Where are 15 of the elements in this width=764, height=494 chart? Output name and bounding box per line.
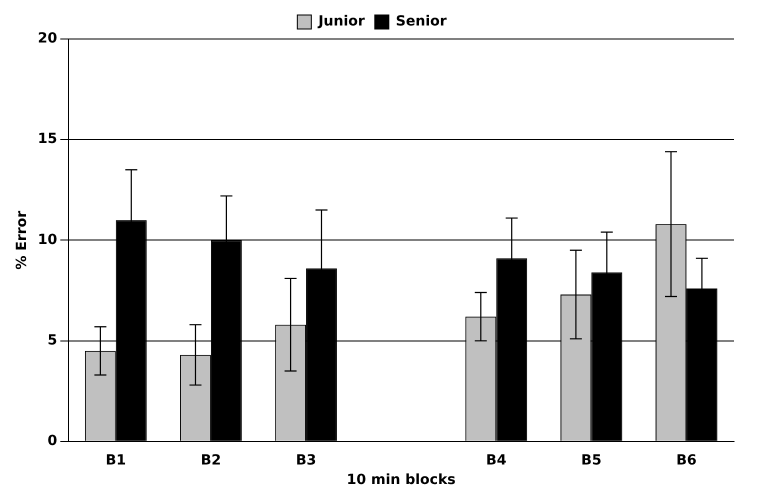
x-tick-label: B5 — [581, 452, 602, 468]
x-axis-title: 10 min blocks — [346, 472, 456, 488]
y-tick-label: 5 — [48, 332, 58, 348]
y-axis-title: % Error — [14, 210, 30, 270]
y-tick-label: 0 — [48, 433, 58, 450]
y-tick-label: 15 — [38, 131, 58, 148]
x-tick-label: B1 — [106, 452, 126, 468]
x-tick-label: B2 — [200, 452, 222, 468]
x-tick-label: B4 — [486, 452, 507, 468]
legend-label: Senior — [396, 14, 447, 30]
y-tick-label: 20 — [38, 30, 58, 47]
x-tick-label: B6 — [676, 452, 697, 468]
legend-label: Junior — [317, 14, 365, 30]
y-tick-label: 10 — [38, 232, 58, 248]
x-tick-label: B3 — [296, 452, 316, 468]
